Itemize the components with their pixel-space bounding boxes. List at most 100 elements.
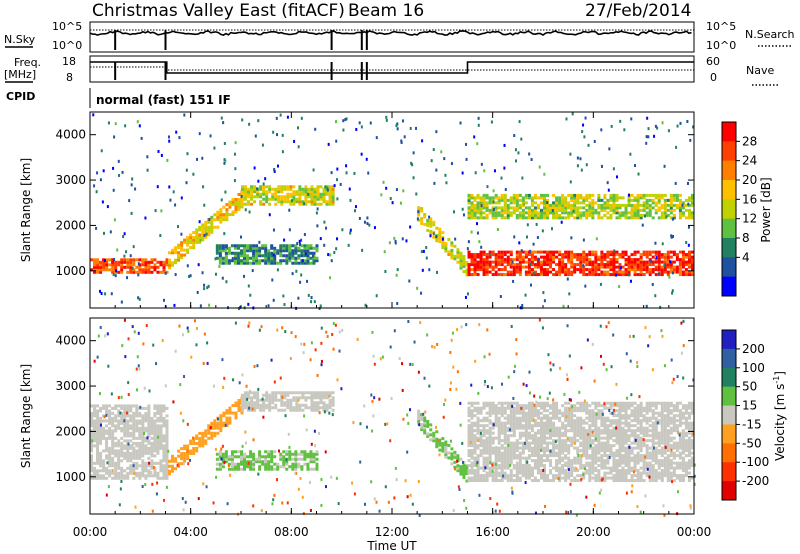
data-cell xyxy=(485,431,489,435)
data-cell xyxy=(156,265,160,269)
data-cell xyxy=(99,474,103,478)
data-cell xyxy=(255,249,259,253)
data-cell xyxy=(331,396,335,400)
data-cell xyxy=(621,444,625,448)
noise-cell xyxy=(257,119,260,123)
data-cell xyxy=(633,461,637,465)
data-cell xyxy=(561,404,565,408)
data-cell xyxy=(530,404,534,408)
data-cell xyxy=(512,479,516,483)
noise-cell xyxy=(584,284,587,288)
noise-cell xyxy=(300,273,303,277)
data-cell xyxy=(591,466,595,470)
data-cell xyxy=(102,426,106,430)
data-cell xyxy=(423,419,427,423)
data-cell xyxy=(279,457,283,461)
data-cell xyxy=(156,270,160,274)
data-cell xyxy=(627,216,631,220)
data-cell xyxy=(675,193,679,197)
data-cell xyxy=(156,419,160,423)
freq-dropouts xyxy=(114,62,368,80)
data-cell xyxy=(627,469,631,473)
data-cell xyxy=(582,471,586,475)
data-cell xyxy=(186,236,190,240)
data-cell xyxy=(515,419,519,423)
data-cell xyxy=(570,429,574,433)
noise-cell xyxy=(225,280,228,284)
data-cell xyxy=(470,208,474,212)
data-cell xyxy=(533,479,537,483)
data-cell xyxy=(141,446,145,450)
data-cell xyxy=(645,211,649,215)
data-cell xyxy=(624,469,628,473)
noise-cell xyxy=(429,234,432,238)
data-cell xyxy=(156,406,160,410)
data-cell xyxy=(156,476,160,480)
noise-cell xyxy=(336,178,339,182)
data-cell xyxy=(654,268,658,272)
noise-cell xyxy=(110,292,113,296)
data-cell xyxy=(285,256,289,260)
data-cell xyxy=(117,421,121,425)
data-cell xyxy=(444,242,448,246)
data-cell xyxy=(126,459,130,463)
noise-cell xyxy=(396,122,399,126)
data-cell xyxy=(102,461,106,465)
data-cell xyxy=(509,416,513,420)
data-cell xyxy=(307,406,311,410)
data-cell xyxy=(582,253,586,257)
noise-cell xyxy=(546,201,549,205)
data-cell xyxy=(539,431,543,435)
data-cell xyxy=(201,225,205,229)
data-cell xyxy=(500,466,504,470)
data-cell xyxy=(141,461,145,465)
data-cell xyxy=(636,421,640,425)
data-cell xyxy=(536,441,540,445)
data-cell xyxy=(224,254,228,258)
data-cell xyxy=(476,253,480,257)
data-cell xyxy=(274,398,278,402)
noise-cell xyxy=(205,232,208,236)
noise-cell xyxy=(203,203,206,207)
data-cell xyxy=(627,406,631,410)
data-cell xyxy=(573,436,577,440)
data-cell xyxy=(325,200,329,204)
data-cell xyxy=(476,444,480,448)
data-cell xyxy=(588,203,592,207)
data-cell xyxy=(657,268,661,272)
data-cell xyxy=(288,256,292,260)
data-cell xyxy=(618,441,622,445)
data-cell xyxy=(309,261,313,265)
noise-cell xyxy=(122,235,125,239)
data-cell xyxy=(165,446,169,450)
data-cell xyxy=(497,421,501,425)
data-cell xyxy=(500,404,504,408)
data-cell xyxy=(636,265,640,269)
data-cell xyxy=(567,253,571,257)
data-cell xyxy=(503,196,507,200)
data-cell xyxy=(467,454,471,458)
data-cell xyxy=(192,449,196,453)
data-cell xyxy=(99,426,103,430)
data-cell xyxy=(624,436,628,440)
data-cell xyxy=(312,261,316,265)
data-cell xyxy=(310,396,314,400)
data-cell xyxy=(153,263,157,267)
data-cell xyxy=(267,467,271,471)
data-cell xyxy=(657,216,661,220)
data-cell xyxy=(488,434,492,438)
data-cell xyxy=(579,466,583,470)
data-cell xyxy=(609,446,613,450)
noise-cell xyxy=(520,137,523,141)
data-cell xyxy=(639,203,643,207)
data-cell xyxy=(597,196,601,200)
data-cell xyxy=(141,469,145,473)
data-cell xyxy=(162,451,166,455)
data-cell xyxy=(530,446,534,450)
data-cell xyxy=(663,211,667,215)
data-cell xyxy=(579,206,583,210)
data-cell xyxy=(509,411,513,415)
data-cell xyxy=(259,200,263,204)
data-cell xyxy=(222,215,226,219)
data-cell xyxy=(183,457,187,461)
